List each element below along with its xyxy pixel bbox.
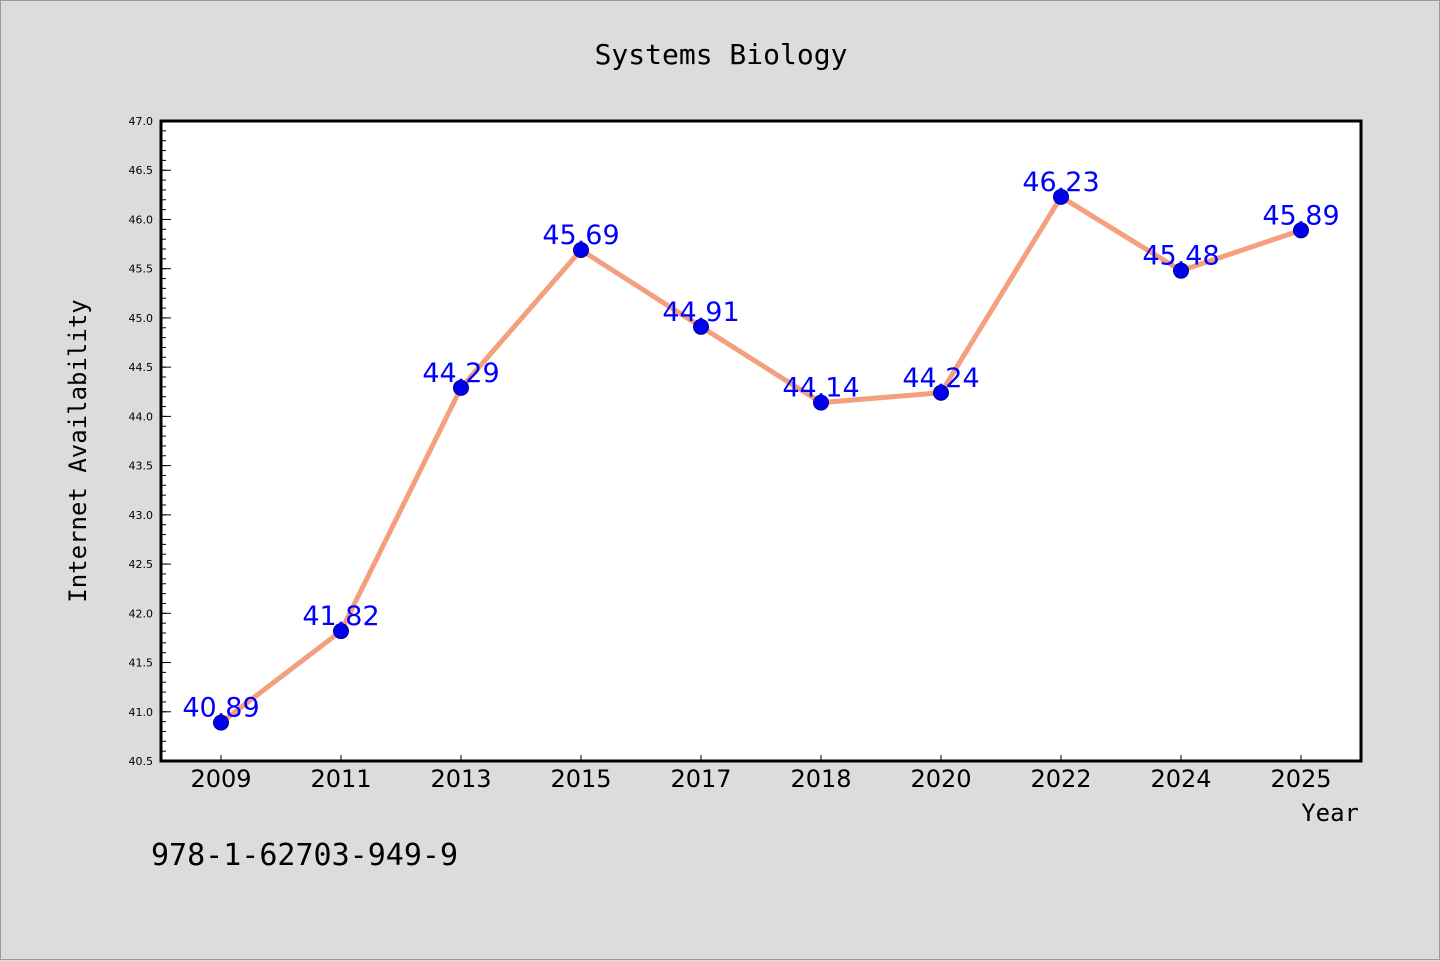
y-tick-label: 40.5 <box>129 755 154 768</box>
data-label: 46.23 <box>1022 167 1099 198</box>
y-tick-label: 45.0 <box>129 312 154 325</box>
x-tick-label: 2015 <box>550 765 611 793</box>
data-point <box>693 318 709 335</box>
isbn-text: 978-1-62703-949-9 <box>151 838 458 873</box>
y-tick-label: 42.0 <box>129 607 154 620</box>
data-point <box>1053 188 1069 205</box>
y-tick-label: 47.0 <box>129 115 154 128</box>
data-point <box>333 623 349 640</box>
data-point <box>453 379 469 396</box>
x-axis-label: Year <box>1301 799 1359 827</box>
data-label: 44.91 <box>662 297 739 328</box>
plot-area <box>161 121 1361 761</box>
data-label: 45.69 <box>542 220 619 251</box>
data-label: 45.89 <box>1262 200 1339 231</box>
data-label: 40.89 <box>182 693 259 724</box>
x-tick-label: 2024 <box>1150 765 1211 793</box>
x-tick-label: 2025 <box>1270 765 1331 793</box>
x-tick-label: 2022 <box>1030 765 1091 793</box>
data-point <box>933 384 949 401</box>
y-tick-label: 41.0 <box>129 706 154 719</box>
data-point <box>213 714 229 731</box>
data-label: 41.82 <box>302 601 379 632</box>
data-point <box>1173 262 1189 279</box>
data-label: 44.29 <box>422 358 499 389</box>
x-tick-label: 2013 <box>430 765 491 793</box>
data-point <box>813 394 829 411</box>
y-tick-label: 42.5 <box>129 558 154 571</box>
data-label: 45.48 <box>1142 241 1219 272</box>
series-line <box>218 194 1304 726</box>
y-tick-label: 44.0 <box>129 410 154 423</box>
y-tick-label: 46.5 <box>129 164 154 177</box>
data-label: 44.24 <box>902 363 979 394</box>
y-tick-label: 44.5 <box>129 361 154 374</box>
x-tick-label: 2020 <box>910 765 971 793</box>
y-tick-label: 46.0 <box>129 213 154 226</box>
data-point <box>1293 222 1309 239</box>
y-tick-label: 45.5 <box>129 263 154 276</box>
y-tick-label: 43.5 <box>129 460 154 473</box>
y-tick-label: 41.5 <box>129 657 154 670</box>
plot-border <box>159 119 1363 763</box>
chart-title: Systems Biology <box>595 38 848 71</box>
y-tick-label: 43.0 <box>129 509 154 522</box>
data-label: 44.14 <box>782 373 859 404</box>
x-tick-label: 2018 <box>790 765 851 793</box>
x-tick-label: 2009 <box>190 765 251 793</box>
data-point <box>573 241 589 258</box>
x-tick-label: 2017 <box>670 765 731 793</box>
x-tick-label: 2011 <box>310 765 371 793</box>
y-axis-label: Internet Availability <box>64 299 92 602</box>
